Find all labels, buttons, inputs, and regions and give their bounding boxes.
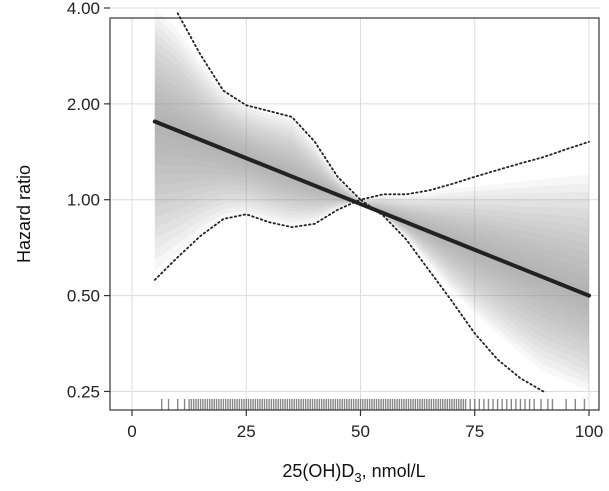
x-tick-label-0: 0: [127, 422, 136, 441]
y-tick-label-0: 0.25: [67, 382, 100, 401]
series-lines: [152, 12, 591, 393]
band-layer-5: [154, 48, 590, 358]
band-layer-10: [154, 89, 590, 323]
band-layer-1: [154, 16, 590, 385]
y-tick-label-2: 1.00: [67, 191, 100, 210]
grid-lines: [110, 7, 599, 410]
band-layer-4: [154, 40, 590, 365]
x-tick-label-2: 50: [351, 422, 370, 441]
band-layer-2: [154, 24, 590, 378]
x-axis-ticks: 0 25 50 75 100: [127, 410, 603, 441]
x-tick-label-3: 75: [465, 422, 484, 441]
y-tick-label-4: 4.00: [67, 0, 100, 18]
x-tick-label-4: 100: [575, 422, 603, 441]
band-layer-6: [154, 56, 590, 351]
plot-area: [110, 18, 599, 410]
rug-marks: [161, 399, 586, 410]
y-axis-title: Hazard ratio: [14, 165, 34, 263]
confidence-bound-line: [153, 198, 545, 393]
confidence-bound-line: [176, 12, 590, 201]
band-layer-7: [154, 64, 590, 344]
band-layer-0: [154, 8, 590, 392]
y-tick-label-3: 2.00: [67, 95, 100, 114]
plot-border: [109, 17, 600, 411]
x-tick-label-1: 25: [237, 422, 256, 441]
y-tick-label-1: 0.50: [67, 287, 100, 306]
x-axis-title: 25(OH)D3, nmol/L: [282, 461, 425, 485]
hazard-ratio-line: [152, 119, 591, 298]
band-layer-9: [154, 81, 590, 330]
band-layer-8: [154, 72, 590, 337]
y-axis-ticks: 0.25 0.50 1.00 2.00 4.00: [67, 0, 110, 401]
band-layer-3: [154, 32, 590, 371]
